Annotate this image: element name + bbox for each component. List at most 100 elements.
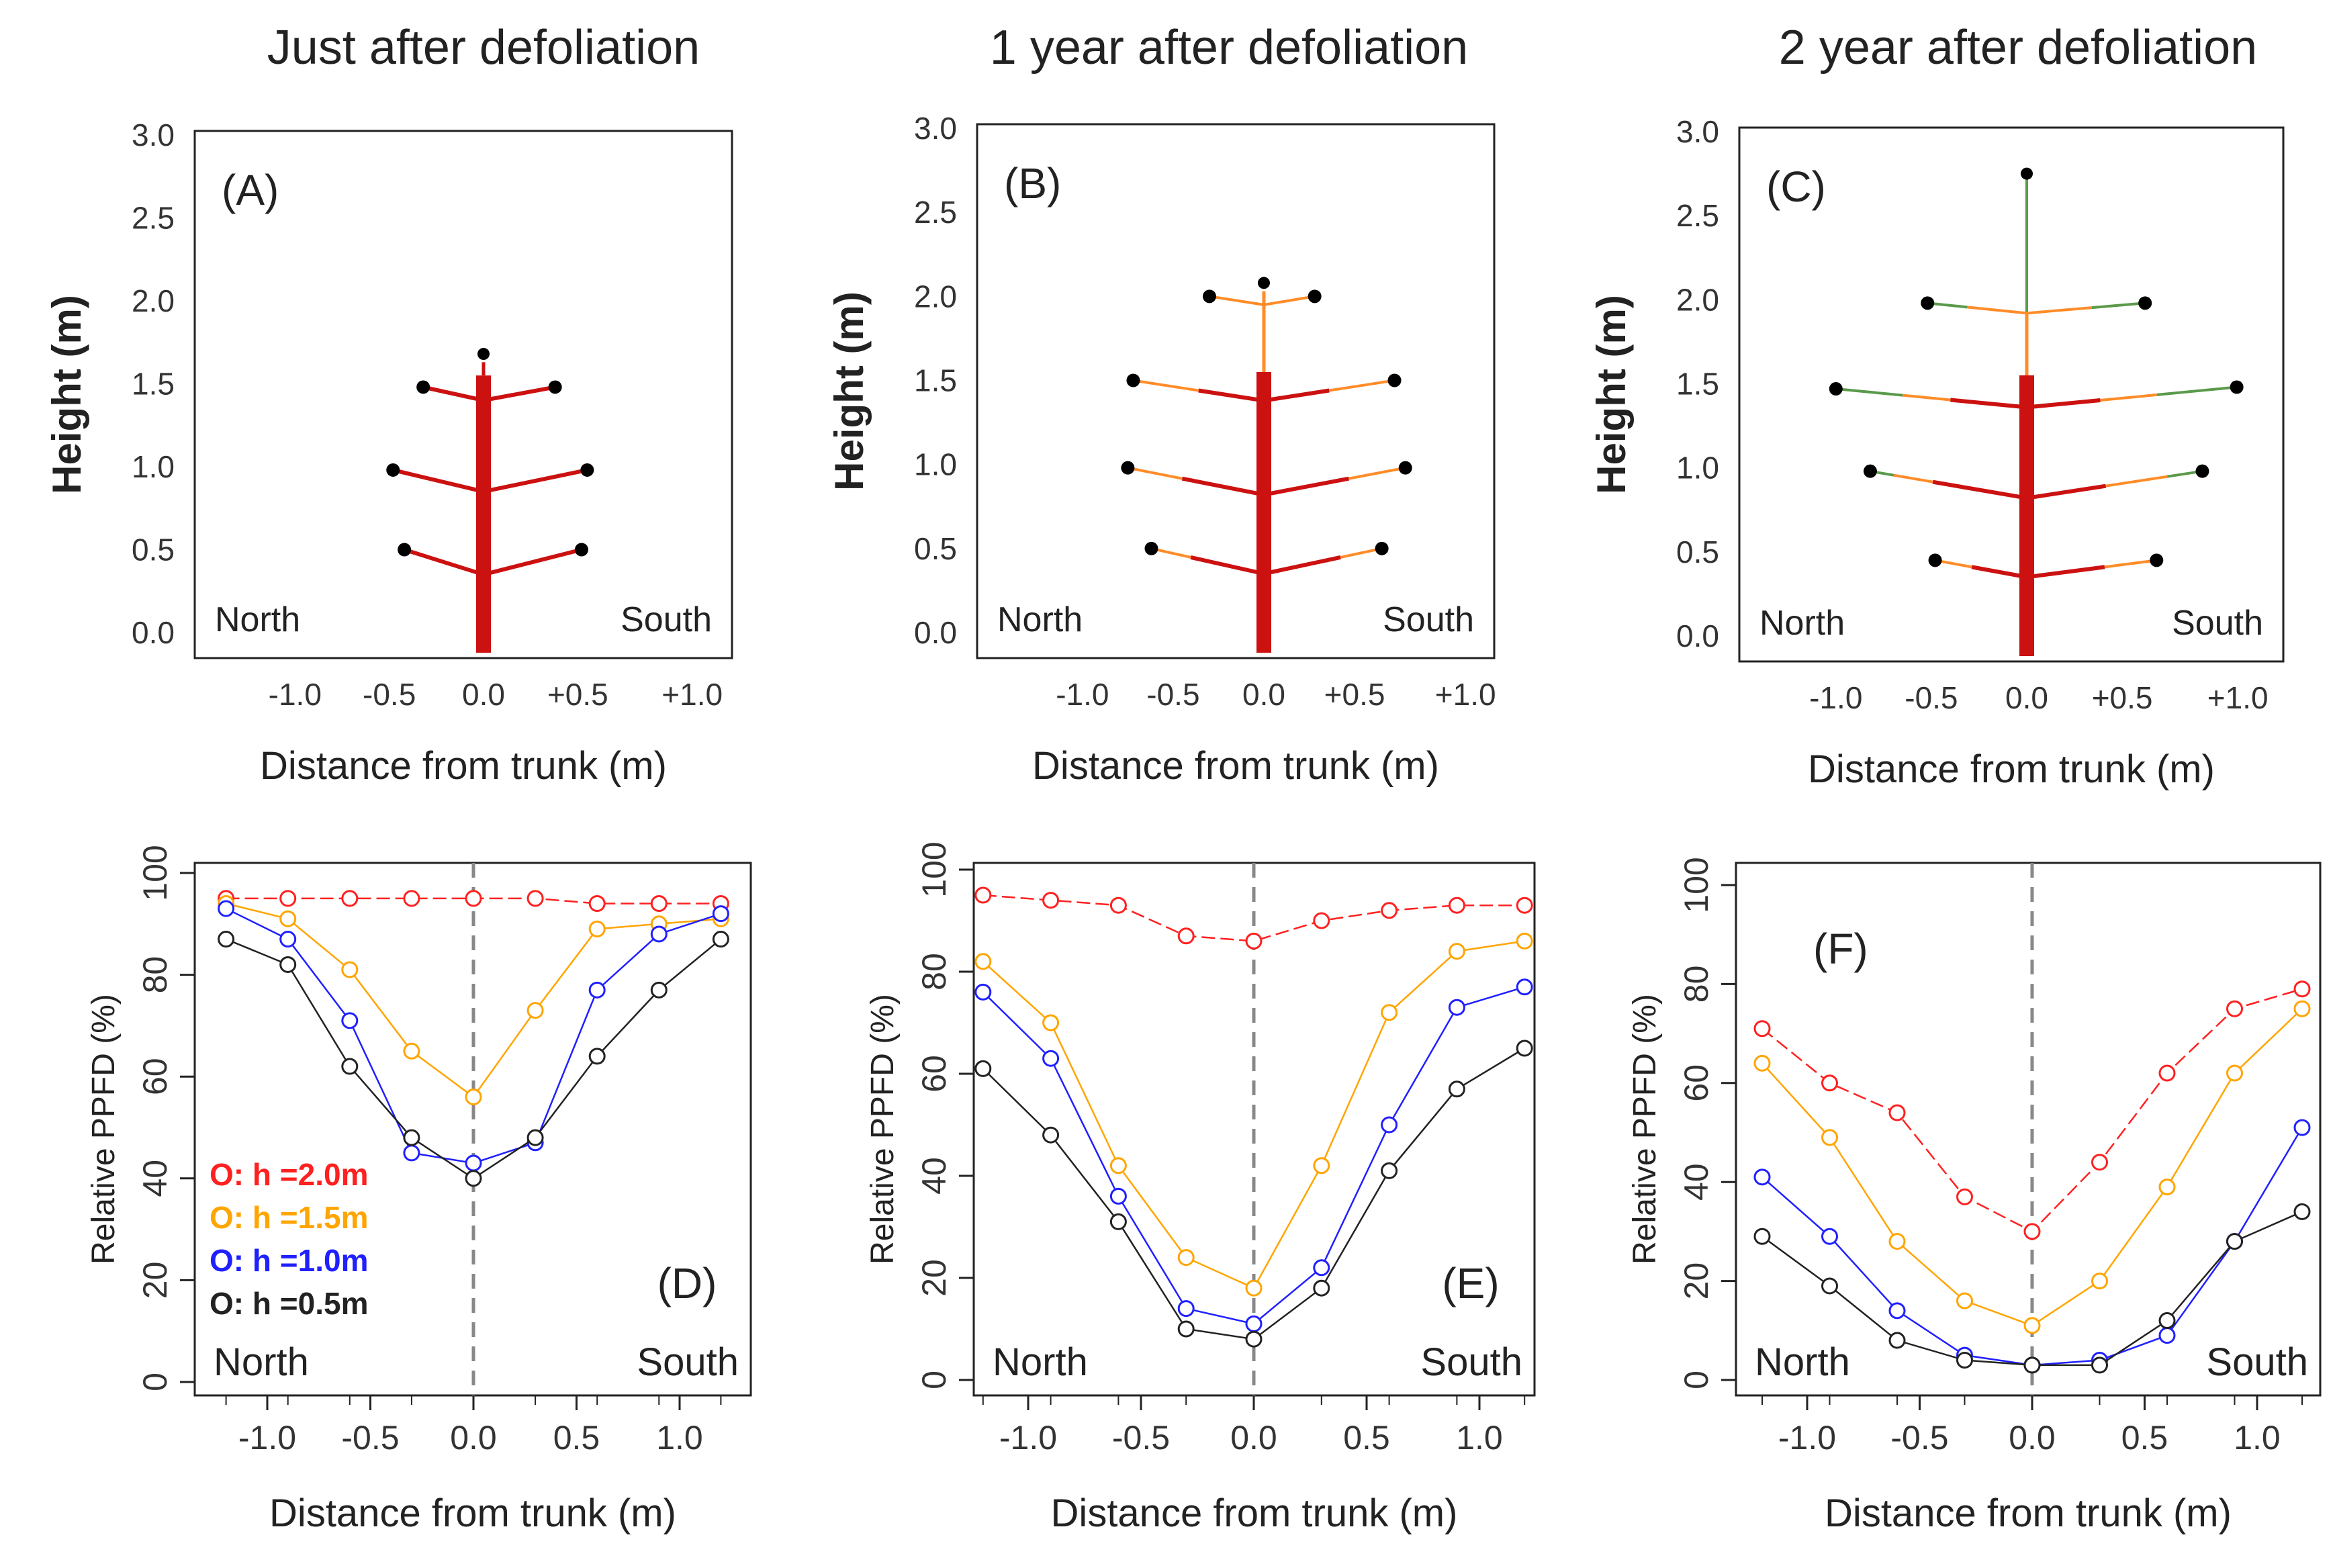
south-label: South <box>1383 600 1474 639</box>
data-point <box>1956 1188 1973 1205</box>
y-tick-label: 20 <box>1678 1262 1715 1300</box>
data-point <box>712 931 729 948</box>
y-tick-label: 1.0 <box>132 449 175 484</box>
shoot-tip-dot <box>398 543 412 557</box>
x-tick-label: 0.0 <box>450 1419 497 1457</box>
legend-entry: O: h =0.5m <box>210 1286 368 1321</box>
data-point <box>526 1129 544 1146</box>
panel-tag: (B) <box>1004 159 1061 207</box>
south-label: South <box>2172 604 2263 643</box>
y-axis-label: Height (m) <box>1589 295 1634 494</box>
y-tick-label: 20 <box>136 1262 174 1299</box>
x-tick-label: -0.5 <box>363 677 416 712</box>
y-tick-label: 0.0 <box>132 615 175 650</box>
data-point <box>1177 927 1195 945</box>
shoot-tip-dot <box>2021 167 2033 180</box>
data-point <box>279 931 297 948</box>
column-title: Just after defoliation <box>267 21 700 75</box>
data-point <box>1109 1187 1127 1205</box>
shoot-tip-dot <box>2195 464 2209 478</box>
y-tick-label: 40 <box>915 1157 953 1195</box>
legend-entry: O: h =1.5m <box>210 1200 368 1235</box>
branch-segment <box>1932 479 2027 500</box>
data-point <box>2158 1179 2176 1196</box>
y-tick-label: 100 <box>136 845 174 901</box>
x-axis-label: Distance from trunk (m) <box>1051 1491 1458 1535</box>
y-tick-label: 40 <box>136 1160 174 1197</box>
branch-segment <box>1151 547 1191 559</box>
north-label: North <box>215 600 300 639</box>
data-point <box>974 886 992 904</box>
data-point <box>465 1154 482 1172</box>
y-tick-label: 80 <box>136 956 174 994</box>
x-tick-label: -0.5 <box>1112 1419 1170 1457</box>
data-point <box>2226 1233 2243 1250</box>
data-point <box>1956 1352 1973 1369</box>
panel-tag: (F) <box>1813 925 1868 973</box>
branch-segment <box>1971 565 2027 580</box>
x-tick-label: 0.0 <box>2005 680 2048 715</box>
data-point <box>2226 1000 2243 1017</box>
data-point <box>465 1089 482 1106</box>
x-tick-label: +1.0 <box>661 677 723 712</box>
x-tick-label: -0.5 <box>1905 680 1958 715</box>
y-tick-label: 0.5 <box>914 531 957 566</box>
y-tick-label: 80 <box>1678 966 1715 1003</box>
data-point <box>650 894 668 912</box>
x-axis-label: Distance from trunk (m) <box>260 744 667 788</box>
branch-segment <box>2105 475 2168 488</box>
data-point <box>1821 1228 1838 1245</box>
branch-segment <box>1835 387 1903 397</box>
x-tick-label: -0.5 <box>1890 1419 1948 1457</box>
data-point <box>974 953 992 970</box>
shoot-tip-dot <box>574 543 588 557</box>
branch-segment <box>1263 555 1341 576</box>
y-tick-label: 20 <box>915 1259 953 1297</box>
shoot-tip-dot <box>1144 541 1158 555</box>
y-axis-label: Relative PPFD (%) <box>86 994 122 1264</box>
data-point <box>1381 1004 1398 1021</box>
series-line <box>982 894 1525 942</box>
x-tick-label: 0.5 <box>553 1419 600 1457</box>
data-point <box>279 910 297 927</box>
shoot-tip-dot <box>1387 373 1402 387</box>
data-point <box>341 1012 359 1029</box>
data-point <box>2091 1273 2108 1290</box>
y-tick-label: 2.0 <box>1676 282 1719 317</box>
trunk <box>2019 375 2034 656</box>
y-tick-label: 100 <box>1678 857 1715 913</box>
y-tick-label: 60 <box>915 1055 953 1093</box>
data-point <box>1888 1104 1906 1121</box>
y-tick-label: 1.0 <box>914 447 957 482</box>
y-tick-label: 3.0 <box>132 118 175 152</box>
branch-segment <box>1198 388 1265 403</box>
y-tick-label: 3.0 <box>1676 114 1719 149</box>
x-tick-label: -0.5 <box>1146 677 1199 712</box>
data-point <box>1381 1162 1398 1179</box>
shoot-tip-dot <box>1258 277 1270 289</box>
shoot-tip-dot <box>2138 296 2152 310</box>
branch-segment <box>422 385 484 403</box>
north-label: North <box>1755 1340 1850 1384</box>
branch-segment <box>392 468 484 494</box>
data-point <box>2023 1356 2041 1374</box>
data-point <box>1042 1126 1060 1144</box>
y-tick-label: 1.5 <box>132 367 175 402</box>
data-point <box>1516 932 1533 950</box>
y-tick-label: 60 <box>1678 1064 1715 1102</box>
shoot-tip-dot <box>1121 461 1135 475</box>
north-label: North <box>997 600 1083 639</box>
shoot-tip-dot <box>477 348 490 361</box>
y-tick-label: 40 <box>1678 1163 1715 1201</box>
branch-segment <box>2100 393 2158 402</box>
column-title: 1 year after defoliation <box>990 21 1468 75</box>
tree-drawing <box>1121 277 1412 653</box>
branch-segment <box>2091 302 2146 310</box>
x-tick-label: 0.0 <box>2009 1419 2056 1457</box>
data-point <box>1821 1074 1838 1092</box>
data-point <box>1516 978 1533 996</box>
data-point <box>2091 1154 2108 1171</box>
y-tick-label: 2.5 <box>914 195 957 230</box>
shoot-tip-dot <box>548 380 562 394</box>
data-point <box>1888 1332 1906 1349</box>
